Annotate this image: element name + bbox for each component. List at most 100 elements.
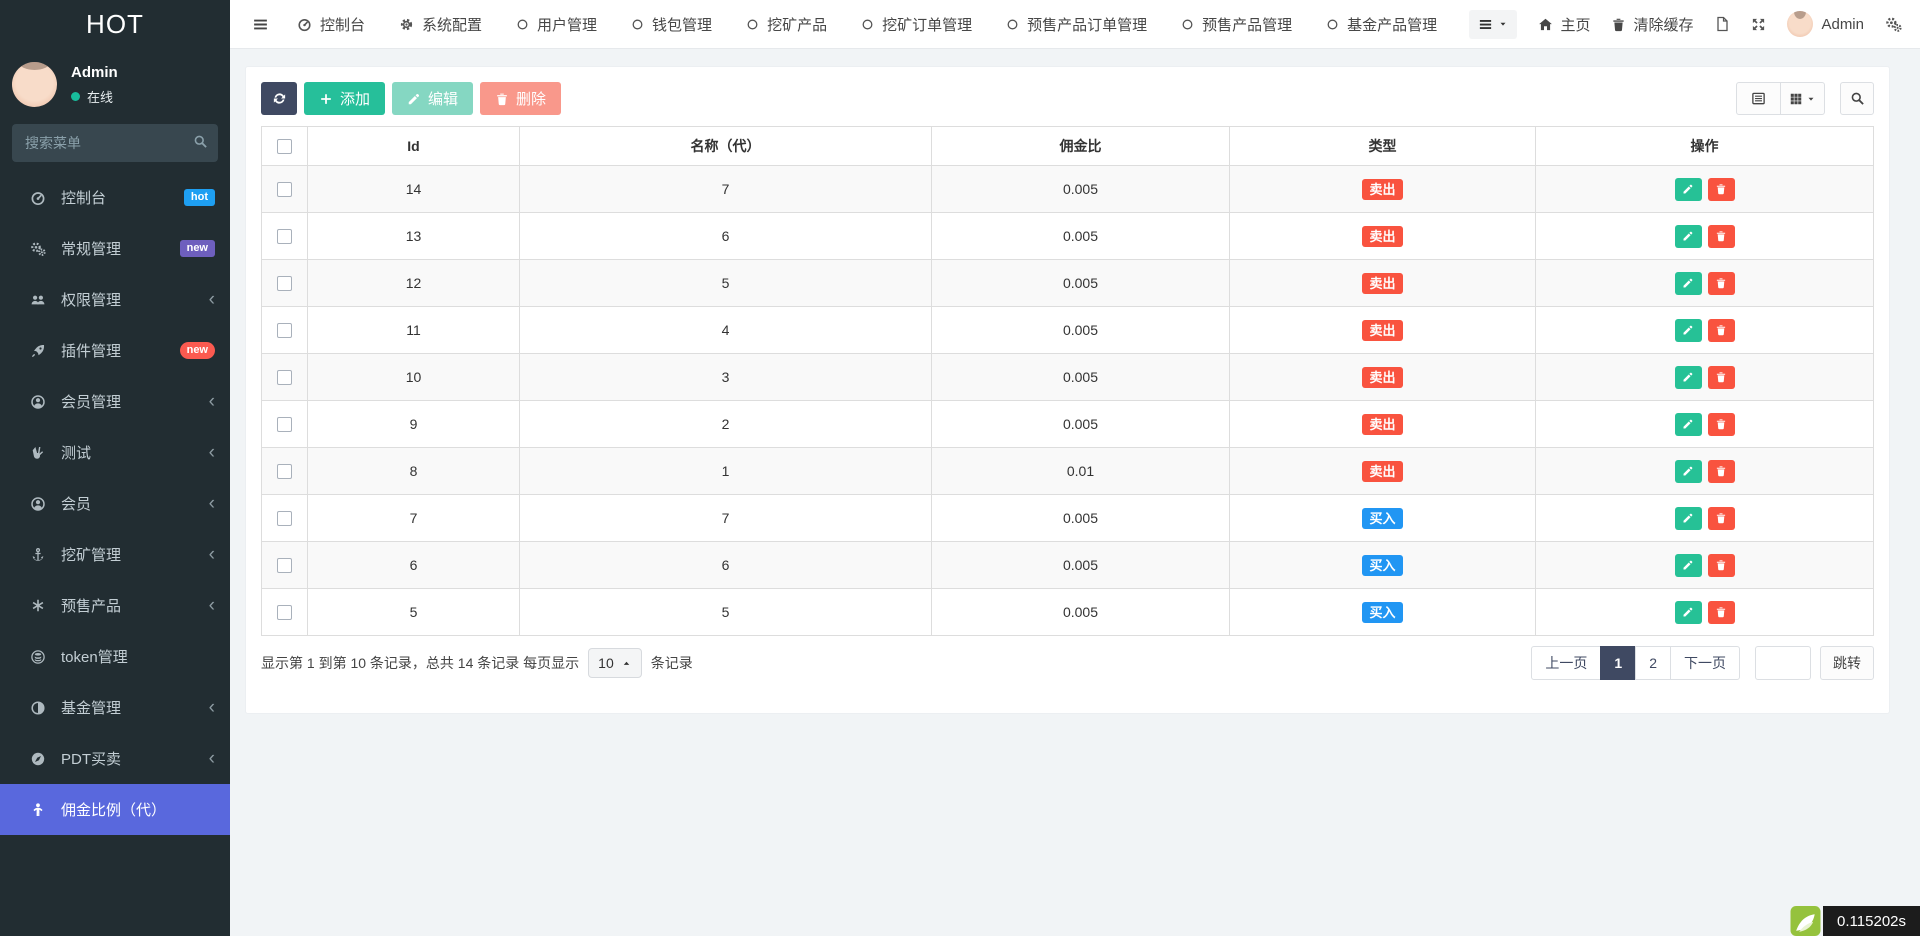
topnav-tab-label: 基金产品管理 bbox=[1347, 16, 1438, 34]
type-badge: 卖出 bbox=[1362, 366, 1403, 388]
cell-actions bbox=[1535, 447, 1874, 495]
topnav-tab-label: 挖矿产品 bbox=[767, 16, 828, 34]
delete-row-button[interactable] bbox=[1707, 177, 1735, 201]
sidebar-item[interactable]: 基金管理 ‹ bbox=[0, 682, 230, 733]
edit-row-button[interactable] bbox=[1674, 600, 1702, 624]
sidebar-item[interactable]: 常规管理 new bbox=[0, 223, 230, 274]
user-panel: Admin 在线 bbox=[0, 49, 230, 115]
sidebar-item[interactable]: token管理 bbox=[0, 631, 230, 682]
edit-button[interactable]: 编辑 bbox=[392, 82, 474, 115]
settings-icon[interactable] bbox=[1885, 16, 1902, 33]
cogs-icon bbox=[28, 241, 48, 257]
edit-row-button[interactable] bbox=[1674, 553, 1702, 577]
edit-row-button[interactable] bbox=[1674, 271, 1702, 295]
sidebar: HOT Admin 在线 控制台 hot 常规管理 new 权限管理 ‹ 插件管理 new 会员… bbox=[0, 0, 230, 936]
search-input[interactable] bbox=[12, 124, 218, 162]
chevron-left-icon: ‹ bbox=[208, 442, 215, 463]
sidebar-item-label: 佣金比例（代） bbox=[61, 802, 167, 819]
column-header: 名称（代） bbox=[519, 126, 932, 166]
row-checkbox[interactable] bbox=[277, 417, 292, 433]
table-row: 13 6 0.005 卖出 bbox=[261, 212, 1874, 260]
topnav-tab[interactable]: 挖矿订单管理 bbox=[861, 14, 972, 35]
page-button[interactable]: 2 bbox=[1635, 646, 1671, 680]
trash-icon bbox=[495, 92, 509, 106]
cell-id: 10 bbox=[307, 353, 520, 401]
cell-actions bbox=[1535, 400, 1874, 448]
edit-row-button[interactable] bbox=[1674, 365, 1702, 389]
detail-view-button[interactable] bbox=[1736, 82, 1781, 115]
search-icon bbox=[1850, 91, 1865, 106]
topnav-tab[interactable]: 钱包管理 bbox=[631, 14, 712, 35]
sidebar-item[interactable]: 测试 ‹ bbox=[0, 427, 230, 478]
search-toggle-button[interactable] bbox=[1840, 82, 1874, 115]
topnav-tab[interactable]: 基金产品管理 bbox=[1326, 14, 1437, 35]
user-menu[interactable]: Admin bbox=[1787, 11, 1864, 37]
sidebar-item[interactable]: 佣金比例（代） bbox=[0, 784, 230, 835]
row-checkbox[interactable] bbox=[277, 370, 292, 386]
jump-button[interactable]: 跳转 bbox=[1820, 646, 1874, 680]
row-checkbox[interactable] bbox=[277, 182, 292, 198]
topnav-tab[interactable]: 控制台 bbox=[297, 14, 365, 35]
select-all-checkbox[interactable] bbox=[277, 139, 292, 155]
prev-page-button[interactable]: 上一页 bbox=[1531, 646, 1602, 680]
sidebar-item[interactable]: 插件管理 new bbox=[0, 325, 230, 376]
delete-row-button[interactable] bbox=[1707, 412, 1735, 436]
document-icon[interactable] bbox=[1714, 16, 1730, 32]
add-button[interactable]: 添加 bbox=[304, 82, 386, 115]
topnav-tab[interactable]: 用户管理 bbox=[516, 14, 597, 35]
refresh-button[interactable] bbox=[261, 82, 297, 115]
row-checkbox[interactable] bbox=[277, 511, 292, 527]
topnav-tab[interactable]: 系统配置 bbox=[399, 14, 482, 35]
edit-row-button[interactable] bbox=[1674, 224, 1702, 248]
delete-row-button[interactable] bbox=[1707, 506, 1735, 530]
cell-id: 7 bbox=[307, 494, 520, 542]
cell-id: 12 bbox=[307, 259, 520, 307]
delete-row-button[interactable] bbox=[1707, 365, 1735, 389]
sidebar-item[interactable]: 权限管理 ‹ bbox=[0, 274, 230, 325]
topnav-tab[interactable]: 挖矿产品 bbox=[746, 14, 827, 35]
delete-button[interactable]: 删除 bbox=[480, 82, 562, 115]
edit-row-button[interactable] bbox=[1674, 459, 1702, 483]
view-button-group bbox=[1736, 82, 1825, 115]
fullscreen-icon[interactable] bbox=[1751, 17, 1766, 32]
sidebar-item[interactable]: 预售产品 ‹ bbox=[0, 580, 230, 631]
delete-row-button[interactable] bbox=[1707, 600, 1735, 624]
menu-list-button[interactable] bbox=[1469, 9, 1518, 39]
row-checkbox[interactable] bbox=[277, 276, 292, 292]
sidebar-item[interactable]: 控制台 hot bbox=[0, 172, 230, 223]
search-icon[interactable] bbox=[193, 134, 208, 149]
jump-page-input[interactable] bbox=[1755, 646, 1811, 680]
thinkphp-logo-icon[interactable] bbox=[1789, 906, 1822, 936]
cell-id: 8 bbox=[307, 447, 520, 495]
row-checkbox[interactable] bbox=[277, 229, 292, 245]
sidebar-item[interactable]: 会员 ‹ bbox=[0, 478, 230, 529]
edit-row-button[interactable] bbox=[1674, 412, 1702, 436]
delete-row-button[interactable] bbox=[1707, 553, 1735, 577]
page-button[interactable]: 1 bbox=[1600, 646, 1637, 680]
next-page-button[interactable]: 下一页 bbox=[1670, 646, 1740, 680]
delete-row-button[interactable] bbox=[1707, 459, 1735, 483]
page-size-select[interactable]: 10 bbox=[588, 648, 642, 678]
topnav-tab-label: 系统配置 bbox=[422, 16, 483, 34]
cell-rate: 0.005 bbox=[931, 541, 1230, 589]
delete-row-button[interactable] bbox=[1707, 271, 1735, 295]
row-checkbox[interactable] bbox=[277, 605, 292, 621]
clear-cache-link[interactable]: 清除缓存 bbox=[1611, 14, 1693, 35]
edit-row-button[interactable] bbox=[1674, 506, 1702, 530]
cell-rate: 0.01 bbox=[931, 447, 1230, 495]
delete-row-button[interactable] bbox=[1707, 318, 1735, 342]
row-checkbox[interactable] bbox=[277, 558, 292, 574]
topnav-tab[interactable]: 预售产品管理 bbox=[1181, 14, 1292, 35]
delete-row-button[interactable] bbox=[1707, 224, 1735, 248]
sidebar-item[interactable]: PDT买卖 ‹ bbox=[0, 733, 230, 784]
sidebar-item[interactable]: 会员管理 ‹ bbox=[0, 376, 230, 427]
row-checkbox[interactable] bbox=[277, 464, 292, 480]
home-link[interactable]: 主页 bbox=[1538, 14, 1590, 35]
row-checkbox[interactable] bbox=[277, 323, 292, 339]
edit-row-button[interactable] bbox=[1674, 177, 1702, 201]
topnav-tab[interactable]: 预售产品订单管理 bbox=[1006, 14, 1147, 35]
columns-button[interactable] bbox=[1780, 82, 1825, 115]
edit-row-button[interactable] bbox=[1674, 318, 1702, 342]
sidebar-item[interactable]: 挖矿管理 ‹ bbox=[0, 529, 230, 580]
menu-toggle-icon[interactable] bbox=[252, 16, 269, 33]
